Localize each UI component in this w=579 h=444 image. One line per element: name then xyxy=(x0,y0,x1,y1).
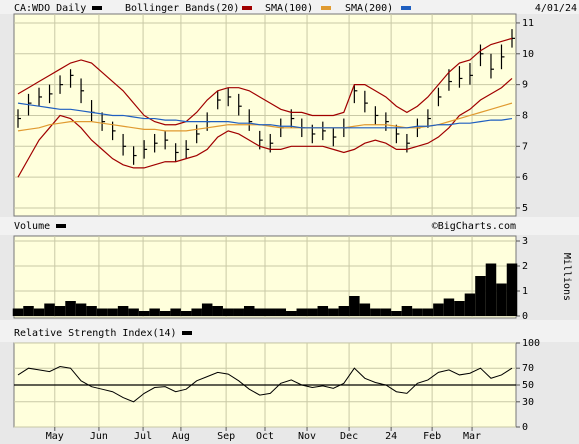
volume-bar xyxy=(485,263,497,316)
y-tick-label: 100 xyxy=(522,338,540,349)
rsi-line xyxy=(17,366,513,403)
legend-swatch xyxy=(321,6,331,10)
y-tick-label: 2 xyxy=(522,261,528,272)
y-tick-label: 1 xyxy=(522,286,528,297)
volume-bar xyxy=(107,308,118,316)
legend-label: CA:WDO Daily xyxy=(14,3,86,14)
volume-bar xyxy=(454,301,465,316)
volume-bar xyxy=(149,308,160,316)
header-strip xyxy=(0,217,579,235)
volume-bar xyxy=(170,308,181,316)
y-tick-label: 5 xyxy=(522,203,528,214)
volume-bar xyxy=(506,263,518,316)
y-tick-label: 6 xyxy=(522,172,528,183)
panel-title: Relative Strength Index(14) xyxy=(14,328,177,339)
y-tick-label: 50 xyxy=(522,380,534,391)
volume-bar xyxy=(65,301,76,316)
volume-bar xyxy=(117,306,129,316)
volume-bar xyxy=(433,303,444,316)
volume-bar xyxy=(422,308,434,316)
bollinger-upper xyxy=(17,37,513,126)
sma-line xyxy=(17,102,513,129)
volume-bar xyxy=(412,308,423,316)
volume-bar xyxy=(307,308,318,316)
legend-swatch xyxy=(182,331,192,335)
volume-bar xyxy=(265,308,276,316)
volume-bar xyxy=(23,306,34,316)
legend-swatch xyxy=(56,224,66,228)
legend-swatch xyxy=(242,6,252,10)
volume-bar xyxy=(96,308,108,316)
volume-bar xyxy=(254,308,265,316)
volume-bar xyxy=(191,308,202,316)
volume-bar xyxy=(222,308,234,316)
legend-label: Bollinger Bands(20) xyxy=(125,3,239,14)
x-tick-label: Nov xyxy=(298,431,316,442)
volume-bar xyxy=(243,306,255,316)
volume-bar xyxy=(328,308,339,316)
volume-bar xyxy=(317,306,329,316)
volume-bar xyxy=(380,308,392,316)
panel-title: Volume xyxy=(14,221,50,232)
volume-bar xyxy=(338,306,350,316)
x-tick-label: Jun xyxy=(90,431,108,442)
x-tick-label: May xyxy=(46,431,64,442)
x-tick-label: Dec xyxy=(340,431,358,442)
volume-bar xyxy=(138,311,150,316)
volume-bar xyxy=(86,306,97,316)
volume-bar xyxy=(212,306,223,316)
y-tick-label: 7 xyxy=(522,141,528,152)
volume-bar xyxy=(33,308,45,316)
volume-bar xyxy=(391,311,402,316)
volume-bar xyxy=(443,298,455,316)
volume-bar xyxy=(401,306,413,316)
volume-bar xyxy=(464,293,476,316)
legend-swatch xyxy=(401,6,411,10)
header-strip xyxy=(0,320,579,342)
volume-bar xyxy=(496,283,507,316)
volume-bar xyxy=(359,303,371,316)
y-tick-label: 3 xyxy=(522,236,528,247)
x-tick-label: Feb xyxy=(423,431,441,442)
volume-bar xyxy=(128,308,139,316)
header-strip xyxy=(0,0,579,14)
y-tick-label: 70 xyxy=(522,363,534,374)
volume-bar xyxy=(233,308,244,316)
volume-bar xyxy=(275,308,287,316)
bollinger-lower xyxy=(17,78,513,178)
volume-bar xyxy=(475,276,486,316)
legend-label: SMA(200) xyxy=(345,3,393,14)
volume-bar xyxy=(75,303,87,316)
volume-bar xyxy=(349,296,360,316)
x-tick-label: Mar xyxy=(463,431,481,442)
volume-bar xyxy=(286,311,297,316)
volume-bar xyxy=(44,303,55,316)
legend-label: SMA(100) xyxy=(265,3,313,14)
date-label: 4/01/24 xyxy=(535,3,577,14)
y-tick-label: 8 xyxy=(522,110,528,121)
volume-bar xyxy=(296,308,308,316)
x-tick-label: Oct xyxy=(256,431,274,442)
y-tick-label: 10 xyxy=(522,49,534,60)
y-axis-label: Millions xyxy=(561,253,572,301)
volume-bar xyxy=(54,306,66,316)
legend-swatch xyxy=(92,6,102,10)
x-tick-label: 24 xyxy=(385,431,397,442)
volume-bar xyxy=(159,311,171,316)
x-tick-label: Jul xyxy=(134,431,152,442)
x-tick-label: Aug xyxy=(172,431,190,442)
y-tick-label: 0 xyxy=(522,422,528,433)
volume-bar xyxy=(201,303,213,316)
y-tick-label: 11 xyxy=(522,18,534,29)
y-tick-label: 30 xyxy=(522,397,534,408)
source-label: ©BigCharts.com xyxy=(432,221,516,232)
volume-bar xyxy=(12,308,24,316)
y-tick-label: 0 xyxy=(522,311,528,322)
y-tick-label: 9 xyxy=(522,80,528,91)
x-tick-label: Sep xyxy=(217,431,235,442)
volume-bar xyxy=(180,311,192,316)
volume-bar xyxy=(370,308,381,316)
